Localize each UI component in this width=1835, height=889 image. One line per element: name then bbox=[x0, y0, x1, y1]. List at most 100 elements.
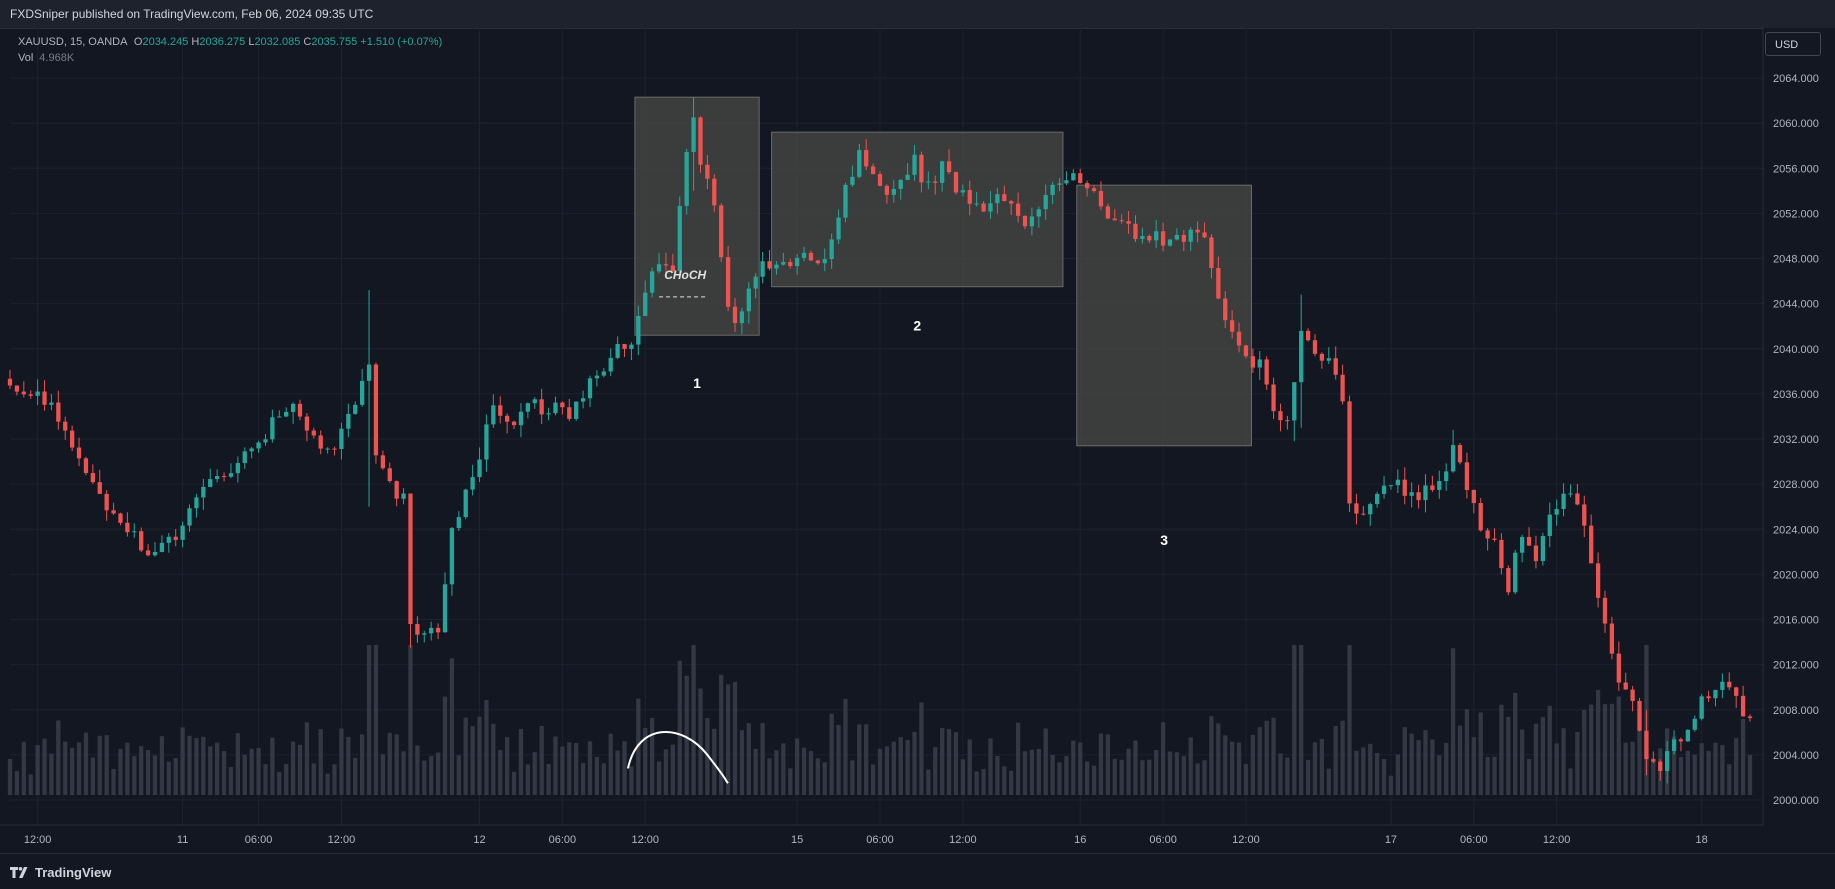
volume-bar bbox=[926, 769, 931, 795]
tradingview-logo[interactable]: TradingView bbox=[10, 864, 111, 880]
candle bbox=[898, 179, 903, 200]
x-tick-label: 06:00 bbox=[245, 834, 273, 846]
candle bbox=[1444, 463, 1449, 491]
candle bbox=[83, 456, 89, 476]
candle bbox=[249, 446, 254, 459]
candle-body bbox=[1685, 729, 1690, 742]
candle bbox=[553, 396, 558, 416]
candle bbox=[97, 469, 102, 495]
candle-body bbox=[1015, 203, 1021, 216]
candle bbox=[1078, 168, 1083, 184]
volume-bar bbox=[1616, 696, 1621, 795]
candle bbox=[353, 401, 358, 415]
open-value: 2034.245 bbox=[142, 36, 189, 48]
volume-bar bbox=[1002, 766, 1007, 795]
candle-body bbox=[1050, 184, 1055, 196]
candle-body bbox=[643, 292, 648, 316]
volume-bar bbox=[346, 736, 351, 795]
volume-bar bbox=[1416, 740, 1421, 795]
y-tick-label: 2008.000 bbox=[1773, 705, 1819, 717]
volume-bar bbox=[1375, 752, 1380, 795]
candle-body bbox=[1126, 221, 1131, 224]
candle-body bbox=[850, 176, 855, 185]
volume-bar bbox=[760, 723, 765, 795]
volume-bar bbox=[622, 741, 627, 795]
candle-body bbox=[1602, 597, 1608, 624]
candle-body bbox=[567, 407, 572, 419]
candle-body bbox=[118, 513, 123, 523]
candle bbox=[215, 469, 220, 483]
candle-body bbox=[353, 404, 358, 414]
volume-bar bbox=[1637, 708, 1642, 795]
y-tick-label: 2056.000 bbox=[1773, 163, 1819, 175]
volume-bar bbox=[891, 741, 896, 795]
candle bbox=[587, 375, 593, 408]
volume-bar bbox=[1230, 741, 1235, 795]
candle bbox=[905, 163, 910, 181]
candle-body bbox=[1085, 183, 1090, 189]
volume-bar bbox=[1236, 742, 1242, 795]
candle bbox=[574, 401, 579, 421]
candle bbox=[1361, 506, 1366, 516]
grid bbox=[10, 28, 1763, 825]
volume-bar bbox=[1526, 758, 1532, 795]
volume-bar bbox=[691, 645, 696, 795]
candle-body bbox=[270, 417, 275, 440]
candle bbox=[1734, 686, 1739, 708]
candle-body bbox=[1078, 173, 1083, 184]
candle bbox=[139, 527, 144, 553]
x-tick-label: 06:00 bbox=[549, 834, 577, 846]
candle-body bbox=[1340, 374, 1345, 402]
candle-body bbox=[456, 517, 461, 529]
volume-bar bbox=[974, 771, 979, 795]
candle bbox=[1209, 234, 1214, 279]
candle bbox=[1188, 226, 1193, 251]
candle bbox=[539, 388, 544, 424]
vol-label: Vol bbox=[18, 52, 34, 64]
currency-button[interactable]: USD bbox=[1765, 32, 1821, 56]
volume-bar bbox=[774, 750, 779, 795]
candle bbox=[594, 370, 600, 387]
candle-body bbox=[767, 261, 772, 269]
volume-bar bbox=[28, 774, 33, 795]
candle-body bbox=[394, 481, 399, 499]
candle-body bbox=[1706, 696, 1711, 699]
candle bbox=[788, 258, 793, 269]
candle-body bbox=[1368, 504, 1373, 515]
candle bbox=[1230, 310, 1235, 339]
candle-body bbox=[498, 405, 503, 416]
candle bbox=[1036, 206, 1041, 228]
candle bbox=[484, 414, 489, 472]
candle-body bbox=[332, 448, 337, 450]
volume-bar bbox=[725, 684, 731, 795]
volume-bar bbox=[656, 761, 662, 795]
candle bbox=[1147, 234, 1152, 244]
candle-body bbox=[373, 364, 379, 456]
volume-bar bbox=[1692, 754, 1697, 795]
volume-bar bbox=[870, 764, 876, 795]
candle-body bbox=[1533, 545, 1539, 562]
volume-bar bbox=[995, 756, 1000, 795]
candle-body bbox=[1112, 218, 1117, 221]
candle bbox=[297, 399, 303, 421]
candle-body bbox=[463, 489, 468, 518]
candle bbox=[518, 403, 524, 438]
volume-bar bbox=[339, 728, 344, 795]
candle-body bbox=[145, 550, 151, 556]
candle-body bbox=[781, 261, 786, 265]
candle-body bbox=[1747, 716, 1753, 719]
volume-bar bbox=[1216, 723, 1221, 795]
candle-body bbox=[691, 117, 696, 152]
candle bbox=[1658, 759, 1663, 781]
candle-body bbox=[884, 185, 890, 195]
volume-bar bbox=[1678, 757, 1684, 795]
candle-body bbox=[1271, 384, 1276, 412]
volume-bar bbox=[235, 733, 240, 795]
change-value: +1.510 (+0.07%) bbox=[360, 36, 443, 48]
candle bbox=[1409, 482, 1414, 508]
volume-bar bbox=[567, 742, 572, 795]
candle bbox=[7, 369, 13, 390]
candle-body bbox=[1181, 234, 1186, 242]
candle bbox=[1616, 641, 1621, 691]
